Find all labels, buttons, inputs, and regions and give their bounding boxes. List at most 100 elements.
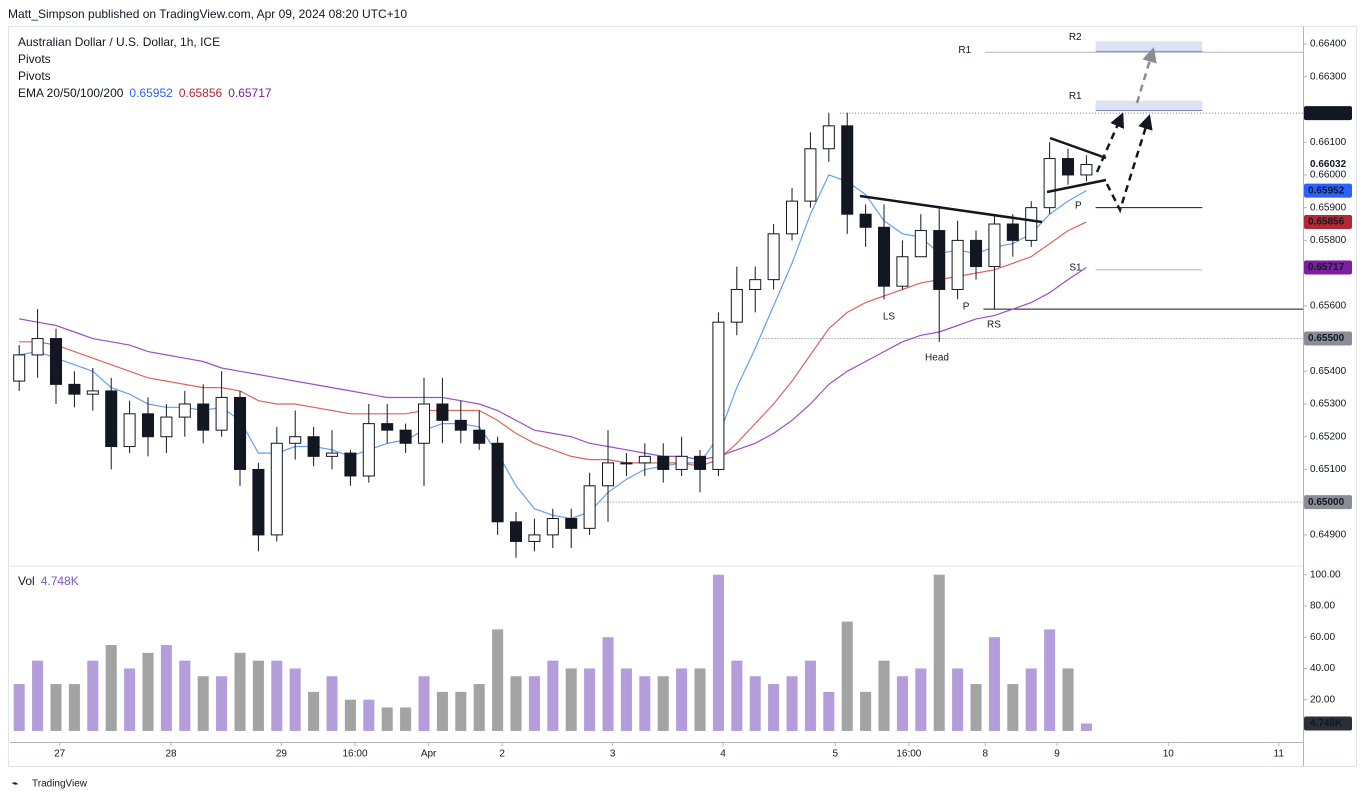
- volume-bar: [768, 684, 780, 731]
- price-badge-label: 0.65856: [1308, 217, 1345, 228]
- pivot-label: P: [1075, 200, 1082, 211]
- volume-bar: [878, 660, 890, 731]
- volume-bar: [1044, 629, 1056, 731]
- pivot-label: R1: [1069, 91, 1082, 102]
- candle-body: [565, 518, 578, 529]
- plot: 0.66400 0.66300 0.66100 0.66000 0.65900 0.658…: [13, 32, 1352, 760]
- candle-body: [914, 230, 927, 258]
- volume-badge-label: 4.748K: [1310, 718, 1343, 729]
- pivot-zone: [1095, 41, 1203, 52]
- y-tick-label: 0.64900: [1310, 530, 1347, 541]
- volume-bar: [657, 676, 669, 731]
- volume-bar: [528, 676, 540, 731]
- ema-line: [19, 174, 1087, 520]
- volume-bar: [841, 621, 853, 731]
- volume-bar: [1025, 668, 1037, 731]
- candle-body: [601, 462, 615, 487]
- volume-bar: [1080, 723, 1092, 731]
- volume-bar: [289, 668, 301, 731]
- candle-body: [620, 462, 633, 465]
- volume-bar: [252, 660, 264, 731]
- candle-body: [675, 455, 688, 470]
- volume-bar: [13, 684, 25, 731]
- candle-body: [951, 239, 964, 290]
- volume-bar: [326, 676, 338, 731]
- volume-bar: [308, 691, 320, 731]
- y-tick-label: 0.66400: [1310, 39, 1347, 50]
- y-tick-label: 0.66100: [1310, 137, 1347, 148]
- candle-body: [841, 125, 854, 215]
- candle-body: [417, 403, 431, 444]
- candle-body: [233, 396, 247, 470]
- price-badge-label: 0.65500: [1308, 333, 1345, 344]
- candle-body: [693, 455, 707, 470]
- candle-body: [1025, 207, 1038, 241]
- annotation: RS: [987, 320, 1001, 331]
- y-tick-label: 80.00: [1310, 601, 1335, 612]
- x-tick-label: 2: [499, 749, 505, 760]
- volume-bar: [547, 660, 559, 731]
- candle-body: [381, 423, 394, 431]
- y-tick-label: 0.65400: [1310, 366, 1347, 377]
- candle-body: [1043, 158, 1056, 209]
- volume-bar: [804, 660, 816, 731]
- candle-body: [362, 423, 375, 477]
- candle-body: [289, 436, 302, 444]
- candle-body: [160, 416, 173, 438]
- chart-title: Australian Dollar / U.S. Dollar, 1h, ICE: [18, 35, 221, 49]
- y-tick-label: 0.65600: [1310, 300, 1347, 311]
- ema-value: 0.65717: [228, 86, 272, 100]
- pivot-label: P: [963, 302, 970, 313]
- price-badge-label: 0.65952: [1308, 185, 1345, 196]
- y-tick-label: 0.65900: [1310, 202, 1347, 213]
- volume-bar: [602, 637, 614, 731]
- candle-body: [123, 413, 136, 448]
- volume-bar: [381, 707, 393, 731]
- candle-body: [68, 383, 81, 395]
- volume-bar: [786, 676, 798, 731]
- candle-body: [712, 321, 725, 470]
- volume-bar: [896, 676, 908, 731]
- y-tick-label: 0.65800: [1310, 235, 1347, 246]
- candle-body: [730, 288, 743, 323]
- y-tick-label: 40.00: [1310, 663, 1335, 674]
- wedge-bottom: [1046, 178, 1107, 194]
- candle-body: [528, 534, 541, 542]
- pivot-label: R2: [1069, 32, 1082, 43]
- volume-bar: [933, 574, 945, 731]
- y-tick-label: 0.66000: [1310, 170, 1347, 181]
- volume-bar: [363, 699, 375, 731]
- y-tick-label: 0.66300: [1310, 71, 1347, 82]
- volume-bar: [510, 676, 522, 731]
- volume-bar: [344, 699, 356, 731]
- volume-bar: [676, 668, 688, 731]
- candle-body: [270, 442, 283, 536]
- x-tick-label: 11: [1274, 749, 1285, 760]
- price-badge: [1304, 495, 1352, 510]
- projection-arrow: [1095, 112, 1125, 173]
- candle-body: [344, 452, 357, 477]
- x-tick-label: 29: [276, 749, 288, 760]
- candle-body: [86, 390, 99, 395]
- volume-bar: [620, 668, 632, 731]
- volume-label: Vol: [18, 574, 35, 588]
- ema-value: 0.65952: [129, 86, 173, 100]
- price-badge: [1304, 331, 1352, 346]
- price-badge: [1304, 106, 1352, 121]
- candle-body: [31, 338, 44, 356]
- candle-body: [141, 413, 155, 438]
- x-tick-label: 8: [982, 749, 988, 760]
- price-badge-label: 0.66189: [1308, 108, 1345, 119]
- candle-body: [215, 396, 228, 431]
- volume-bar: [400, 707, 412, 731]
- candle-body: [436, 403, 449, 421]
- price-label: 0.66032: [1310, 159, 1347, 170]
- candle-body: [970, 239, 983, 268]
- pivot-label: S1: [1069, 262, 1082, 273]
- ema-label: EMA 20/50/100/200: [18, 86, 124, 100]
- volume-bar: [565, 668, 577, 731]
- volume-bar: [216, 676, 228, 731]
- price-badge-label: 0.65000: [1308, 497, 1345, 508]
- candle-body: [105, 390, 118, 448]
- indicator-label: Pivots: [18, 52, 51, 66]
